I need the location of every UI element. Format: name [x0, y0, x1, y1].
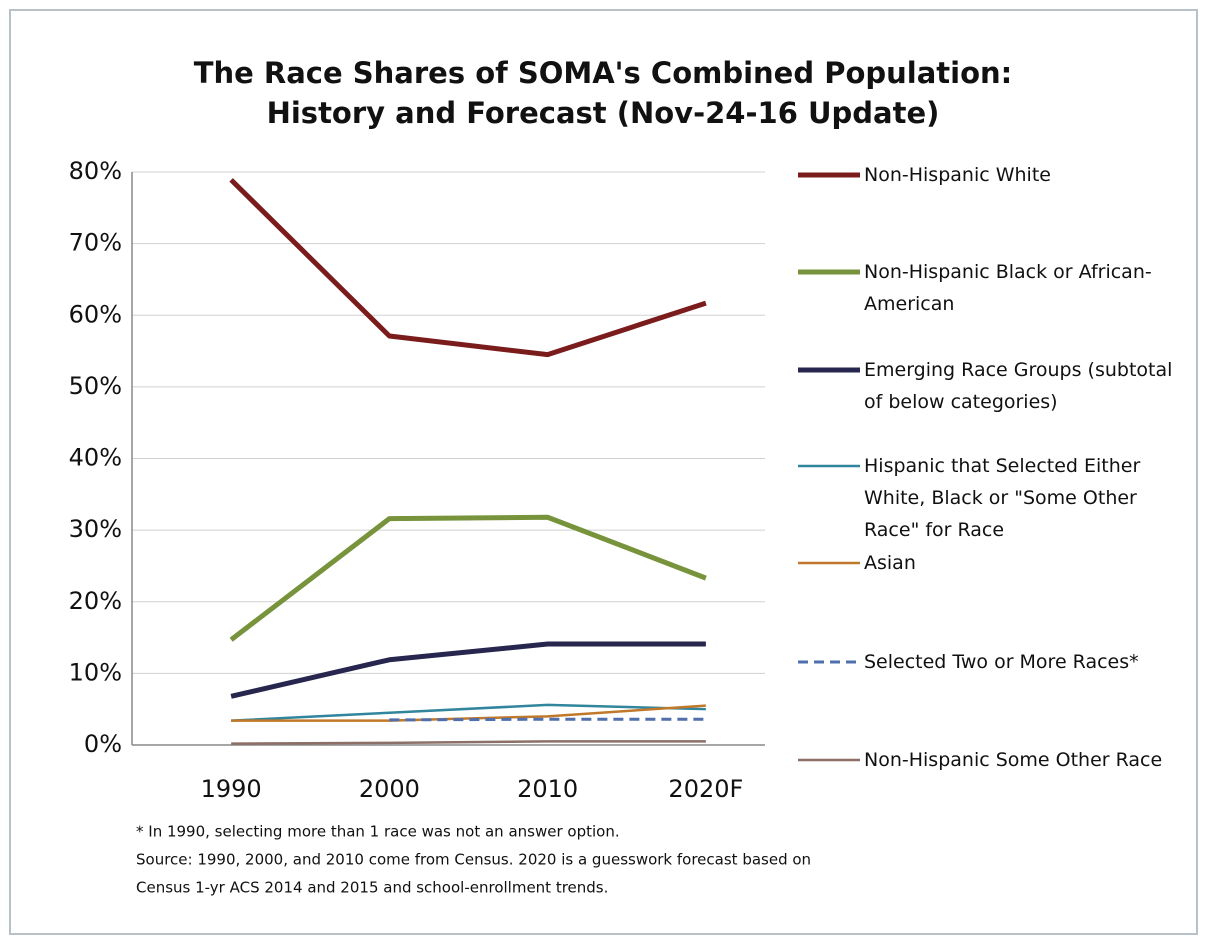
series-line — [230, 641, 706, 699]
series-line — [231, 703, 706, 722]
y-tick-label: 60% — [69, 300, 122, 328]
legend-label: Emerging Race Groups (subtotal of below … — [864, 359, 1173, 413]
y-tick-label: 0% — [84, 730, 122, 758]
legend-label: Non-Hispanic Some Other Race — [864, 749, 1163, 771]
y-tick-label: 30% — [69, 515, 122, 543]
y-tick-label: 20% — [69, 587, 122, 615]
legend-label: Non-Hispanic White — [864, 164, 1051, 186]
chart-frame — [9, 9, 1198, 935]
chart-title: The Race Shares of SOMA's Combined Popul… — [194, 56, 1013, 90]
y-tick-label: 70% — [69, 229, 122, 257]
y-tick-label: 10% — [69, 658, 122, 686]
series-line — [231, 740, 706, 745]
x-tick-label: 1990 — [201, 775, 262, 803]
series-line — [231, 704, 706, 722]
footnote: Census 1-yr ACS 2014 and 2015 and school… — [136, 879, 608, 897]
x-tick-label: 2020F — [668, 775, 743, 803]
y-tick-label: 80% — [69, 157, 122, 185]
footnote: Source: 1990, 2000, and 2010 come from C… — [136, 851, 811, 869]
x-tick-label: 2000 — [359, 775, 420, 803]
legend-label: Selected Two or More Races* — [864, 651, 1139, 673]
chart-title: History and Forecast (Nov-24-16 Update) — [267, 96, 940, 130]
series-line — [229, 178, 707, 358]
series-line — [229, 514, 707, 642]
legend-label: Non-Hispanic Black or African-American — [864, 261, 1152, 315]
legend-label: Hispanic that Selected Either White, Bla… — [864, 455, 1141, 541]
legend-label: Asian — [864, 552, 916, 574]
y-tick-label: 40% — [69, 444, 122, 472]
series-line — [389, 717, 706, 722]
y-tick-label: 50% — [69, 372, 122, 400]
x-tick-label: 2010 — [517, 775, 578, 803]
footnote: * In 1990, selecting more than 1 race wa… — [136, 823, 620, 841]
